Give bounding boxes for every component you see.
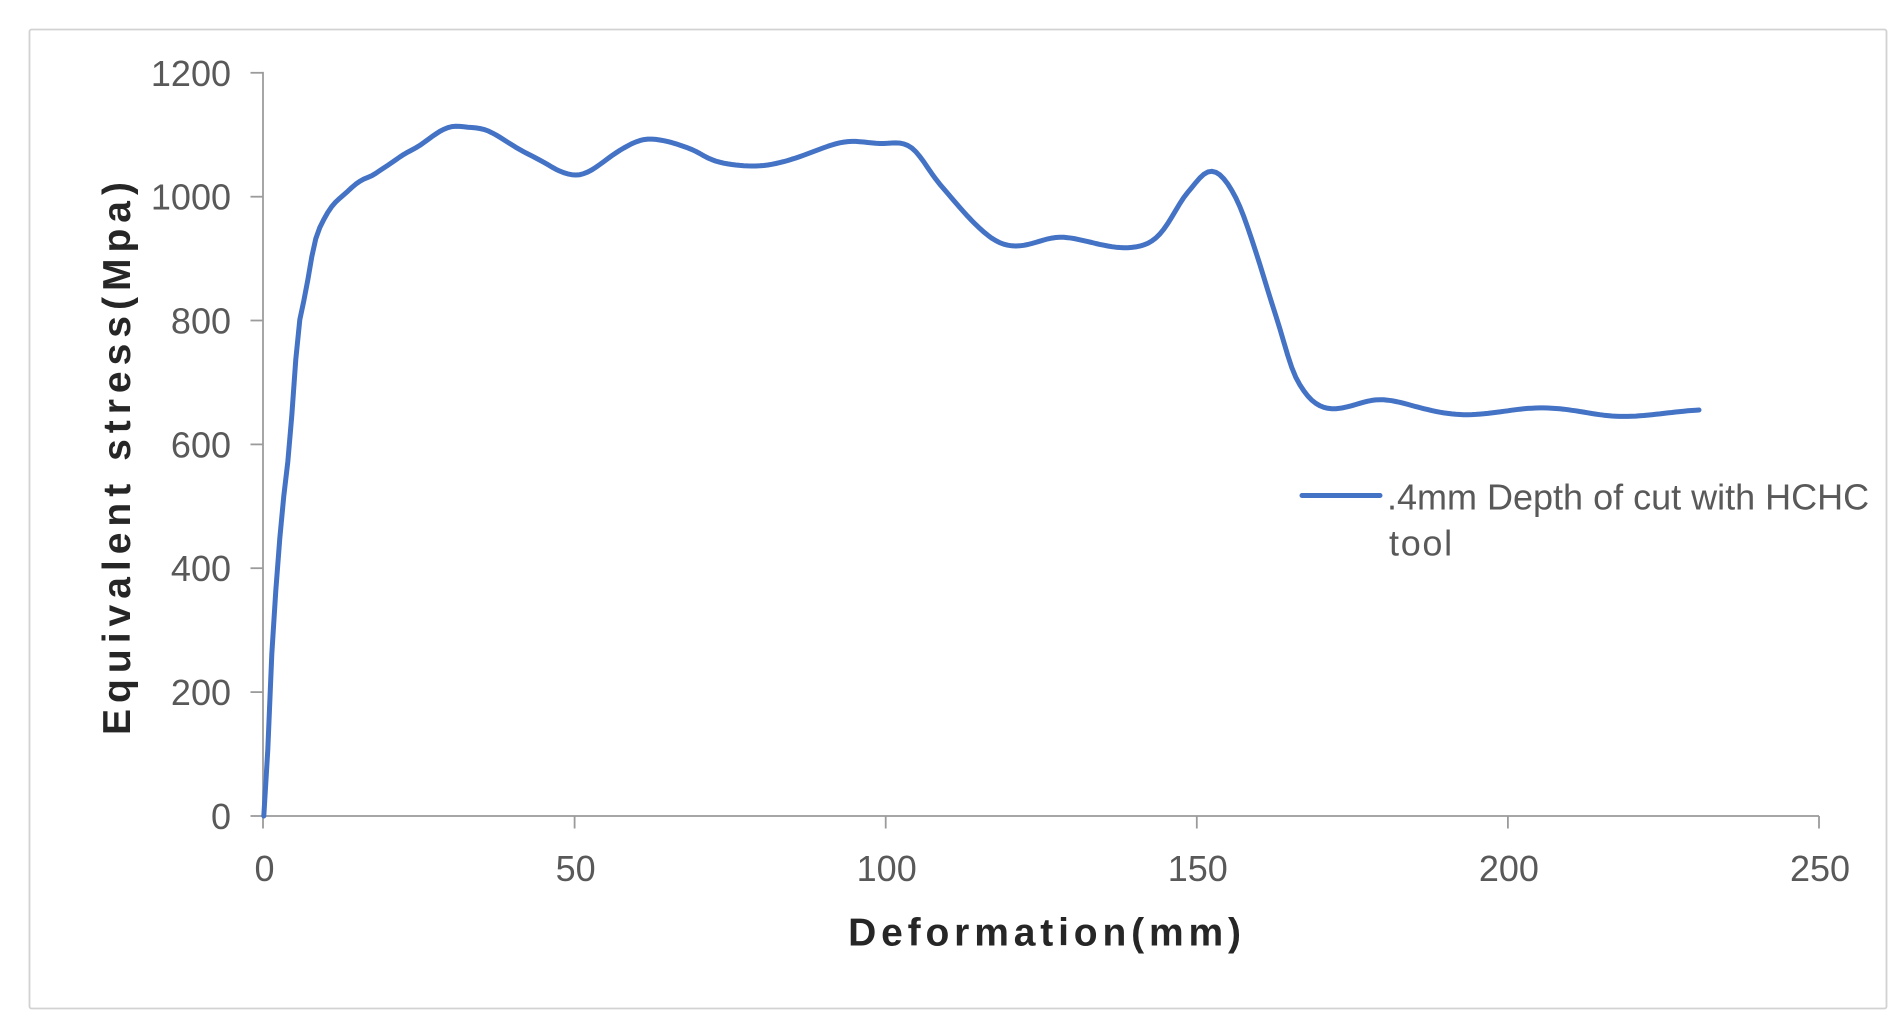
svg-text:1200: 1200 bbox=[151, 53, 231, 94]
svg-text:0: 0 bbox=[254, 848, 274, 889]
svg-text:150: 150 bbox=[1168, 848, 1228, 889]
svg-text:tool: tool bbox=[1389, 523, 1454, 564]
svg-text:0: 0 bbox=[211, 796, 231, 837]
svg-text:600: 600 bbox=[171, 424, 231, 465]
svg-text:200: 200 bbox=[1479, 848, 1539, 889]
svg-text:1000: 1000 bbox=[151, 177, 231, 218]
svg-text:200: 200 bbox=[171, 672, 231, 713]
svg-text:Deformation(mm): Deformation(mm) bbox=[848, 912, 1246, 955]
svg-text:Equivalent stress(Mpa): Equivalent stress(Mpa) bbox=[96, 176, 139, 735]
svg-text:50: 50 bbox=[556, 848, 596, 889]
svg-text:800: 800 bbox=[171, 301, 231, 342]
svg-text:.4mm Depth of cut with HCHC: .4mm Depth of cut with HCHC bbox=[1387, 477, 1869, 518]
svg-text:100: 100 bbox=[857, 848, 917, 889]
svg-text:250: 250 bbox=[1790, 848, 1850, 889]
svg-text:400: 400 bbox=[171, 548, 231, 589]
